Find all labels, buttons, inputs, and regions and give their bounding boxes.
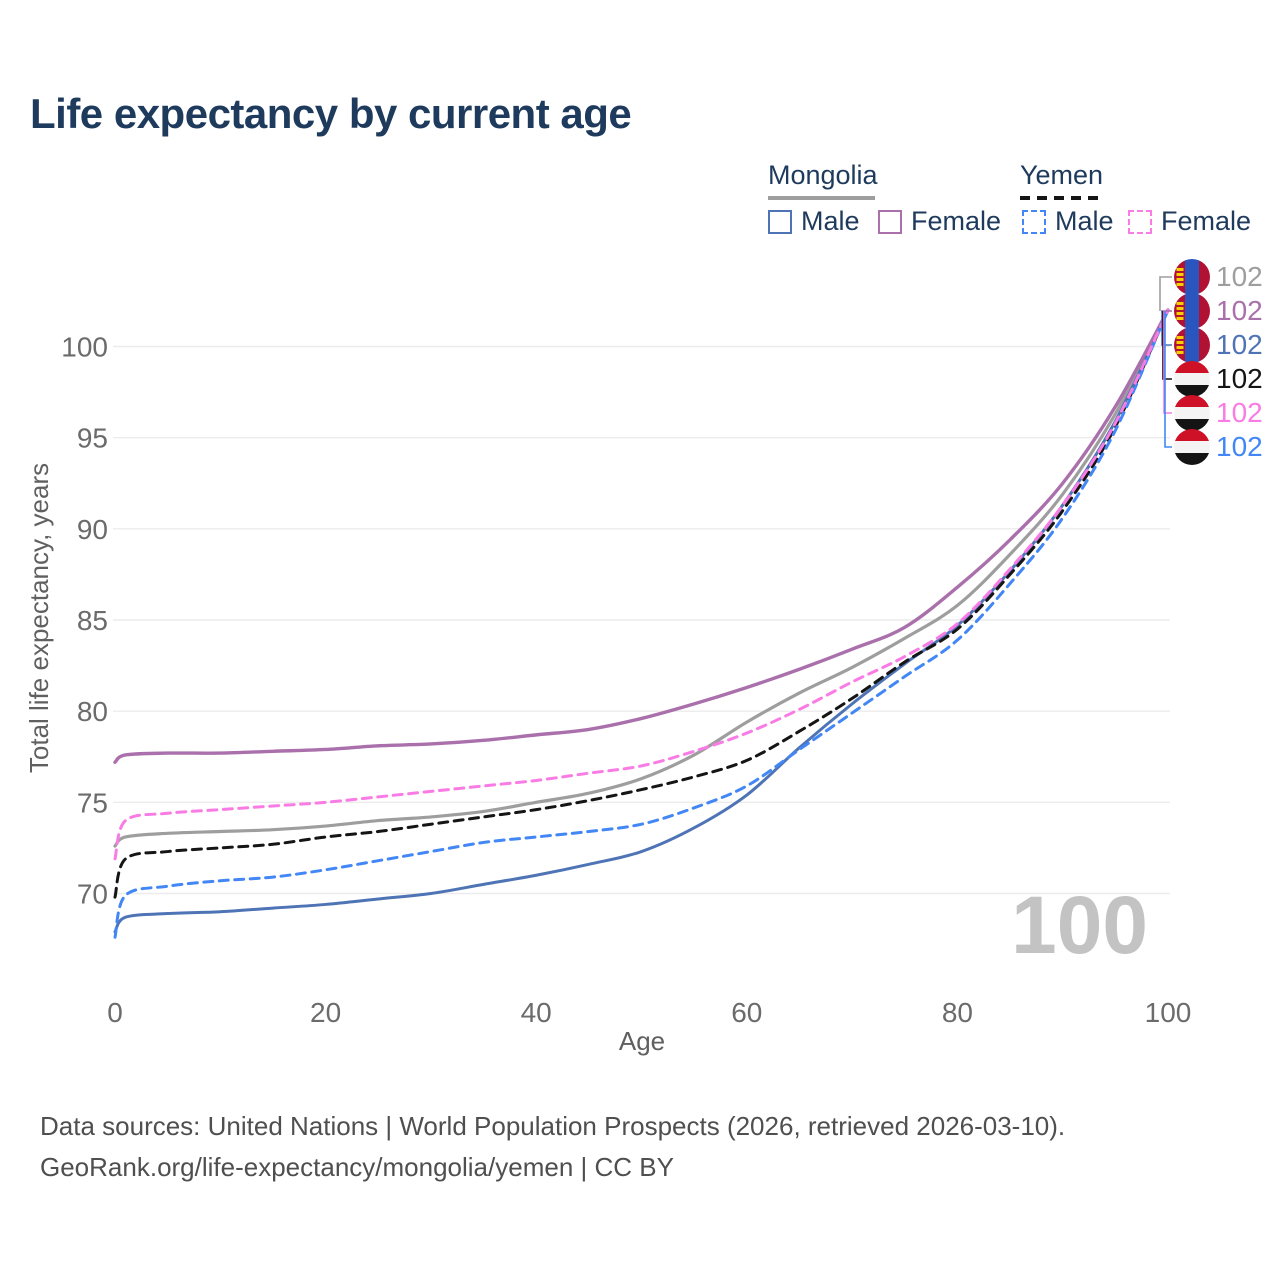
mongolia-male-swatch-icon: [768, 209, 792, 234]
y-tick-85: 85: [77, 605, 108, 636]
x-tick-20: 20: [310, 997, 341, 1028]
legend-item-mongolia-female[interactable]: Female: [878, 206, 1001, 237]
end-label-connector-yemen-male: [1164, 311, 1172, 448]
y-tick-90: 90: [77, 514, 108, 545]
end-label-mongolia: 102: [1174, 259, 1263, 295]
mongolia-female-swatch-icon: [878, 209, 902, 234]
yemen-flag-icon: [1174, 395, 1210, 431]
legend-item-mongolia-male[interactable]: Male: [768, 206, 860, 237]
yemen-line-style-sample: [1020, 196, 1100, 200]
yemen-flag-icon: [1174, 429, 1210, 465]
mongolia-flag-icon: [1174, 259, 1210, 295]
yemen-male-swatch-icon: [1022, 209, 1046, 234]
legend-item-yemen-male[interactable]: Male: [1022, 206, 1114, 237]
attribution-text: GeoRank.org/life-expectancy/mongolia/yem…: [40, 1152, 674, 1182]
y-tick-75: 75: [77, 787, 108, 818]
end-label-mongolia-male: 102: [1174, 327, 1263, 363]
end-label-value: 102: [1216, 329, 1263, 360]
series-line-yemen-male: [113, 308, 1170, 939]
end-label-value: 102: [1216, 363, 1263, 394]
age-watermark: 100: [1011, 880, 1148, 971]
y-tick-80: 80: [77, 696, 108, 727]
series-line-mongolia: [113, 308, 1170, 848]
series-line-mongolia-male: [113, 308, 1170, 934]
end-label-yemen-female: 102: [1174, 395, 1263, 431]
yemen-female-swatch-icon: [1128, 209, 1152, 234]
data-sources-text: Data sources: United Nations | World Pop…: [40, 1111, 1066, 1141]
end-label-value: 102: [1216, 261, 1263, 292]
series-line-yemen-female: [113, 308, 1170, 861]
end-label-value: 102: [1216, 431, 1263, 462]
x-axis-title: Age: [619, 1026, 665, 1056]
x-tick-80: 80: [942, 997, 973, 1028]
mongolia-line-style-sample: [768, 196, 875, 200]
chart-legend: Mongolia Yemen Male Female Male Female: [0, 160, 1280, 250]
x-tick-0: 0: [107, 997, 123, 1028]
end-label-value: 102: [1216, 397, 1263, 428]
end-label-mongolia-female: 102: [1174, 293, 1263, 329]
end-label-connector-yemen-female: [1163, 311, 1172, 414]
mongolia-flag-icon: [1174, 327, 1210, 363]
end-label-connector-mongolia-male: [1161, 311, 1172, 346]
legend-item-label: Female: [1161, 206, 1252, 236]
series-line-mongolia-female: [113, 308, 1170, 764]
legend-item-label: Male: [801, 206, 860, 236]
y-axis-title: Total life expectancy, years: [24, 463, 54, 773]
mongolia-flag-icon: [1174, 293, 1210, 329]
y-tick-95: 95: [77, 423, 108, 454]
x-tick-60: 60: [731, 997, 762, 1028]
y-tick-100: 100: [61, 332, 108, 363]
y-tick-70: 70: [77, 879, 108, 910]
legend-item-label: Male: [1055, 206, 1114, 236]
yemen-flag-icon: [1174, 361, 1210, 397]
end-label-connector-mongolia: [1159, 276, 1172, 311]
legend-group-mongolia: Mongolia: [768, 160, 878, 190]
x-tick-100: 100: [1145, 997, 1192, 1028]
page-title: Life expectancy by current age: [30, 90, 632, 137]
legend-item-yemen-female[interactable]: Female: [1128, 206, 1251, 237]
x-tick-40: 40: [521, 997, 552, 1028]
end-label-value: 102: [1216, 295, 1263, 326]
legend-item-label: Female: [911, 206, 1002, 236]
end-label-connector-yemen: [1162, 311, 1172, 380]
footer: Data sources: United Nations | World Pop…: [40, 1106, 1065, 1188]
end-label-yemen: 102: [1174, 361, 1263, 397]
end-label-yemen-male: 102: [1174, 429, 1263, 465]
series-line-yemen: [113, 308, 1170, 899]
legend-group-yemen: Yemen: [1020, 160, 1104, 190]
